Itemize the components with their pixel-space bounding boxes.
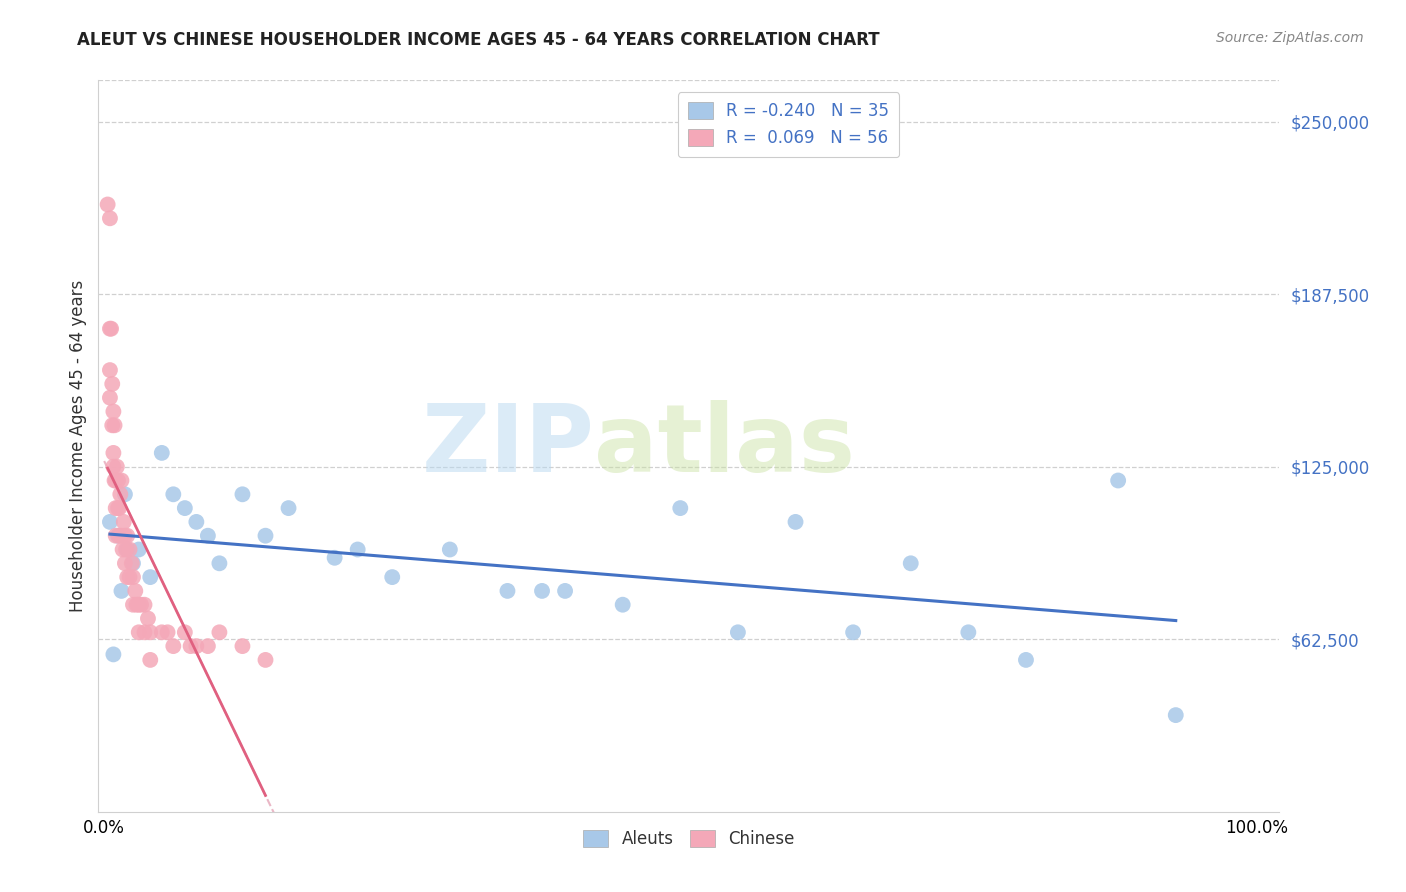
Point	[150, 446, 173, 460]
Legend: Aleuts, Chinese: Aleuts, Chinese	[576, 823, 801, 855]
Point	[173, 501, 195, 516]
Point	[115, 529, 138, 543]
Point	[122, 557, 145, 571]
Point	[104, 474, 127, 488]
Point	[115, 542, 138, 557]
Point	[118, 570, 141, 584]
Point	[197, 639, 219, 653]
Point	[669, 501, 692, 516]
Point	[439, 542, 461, 557]
Point	[104, 501, 127, 516]
Point	[231, 639, 253, 653]
Point	[186, 515, 208, 529]
Point	[107, 474, 129, 488]
Point	[115, 570, 138, 584]
Point	[785, 515, 807, 529]
Point	[98, 515, 121, 529]
Point	[103, 404, 125, 418]
Point	[114, 557, 136, 571]
Point	[107, 529, 129, 543]
Point	[162, 639, 184, 653]
Point	[186, 639, 208, 653]
Point	[103, 648, 125, 662]
Point	[110, 529, 132, 543]
Point	[107, 501, 129, 516]
Point	[103, 474, 125, 488]
Point	[110, 474, 132, 488]
Text: ALEUT VS CHINESE HOUSEHOLDER INCOME AGES 45 - 64 YEARS CORRELATION CHART: ALEUT VS CHINESE HOUSEHOLDER INCOME AGES…	[77, 31, 880, 49]
Point	[122, 570, 145, 584]
Point	[254, 529, 277, 543]
Point	[496, 583, 519, 598]
Point	[112, 515, 135, 529]
Point	[128, 598, 150, 612]
Point	[105, 459, 128, 474]
Point	[122, 598, 145, 612]
Point	[136, 611, 159, 625]
Point	[104, 529, 127, 543]
Point	[100, 321, 122, 335]
Point	[197, 529, 219, 543]
Point	[134, 625, 156, 640]
Point	[180, 639, 202, 653]
Point	[1107, 474, 1129, 488]
Point	[108, 501, 131, 516]
Point	[139, 653, 162, 667]
Point	[208, 625, 231, 640]
Point	[128, 625, 150, 640]
Point	[900, 557, 922, 571]
Point	[277, 501, 299, 516]
Point	[125, 598, 148, 612]
Point	[381, 570, 404, 584]
Point	[103, 459, 125, 474]
Point	[323, 550, 346, 565]
Point	[150, 625, 173, 640]
Point	[531, 583, 554, 598]
Text: Source: ZipAtlas.com: Source: ZipAtlas.com	[1216, 31, 1364, 45]
Point	[1015, 653, 1038, 667]
Point	[110, 583, 132, 598]
Point	[103, 446, 125, 460]
Point	[101, 376, 124, 391]
Point	[139, 625, 162, 640]
Point	[98, 211, 121, 226]
Point	[121, 557, 143, 571]
Point	[957, 625, 980, 640]
Point	[139, 570, 162, 584]
Point	[842, 625, 865, 640]
Point	[254, 653, 277, 667]
Point	[114, 487, 136, 501]
Y-axis label: Householder Income Ages 45 - 64 years: Householder Income Ages 45 - 64 years	[69, 280, 87, 612]
Point	[162, 487, 184, 501]
Point	[111, 542, 134, 557]
Point	[554, 583, 576, 598]
Point	[124, 583, 146, 598]
Text: ZIP: ZIP	[422, 400, 595, 492]
Point	[101, 418, 124, 433]
Point	[231, 487, 253, 501]
Point	[727, 625, 749, 640]
Point	[103, 418, 125, 433]
Point	[134, 598, 156, 612]
Point	[346, 542, 368, 557]
Point	[115, 542, 138, 557]
Point	[128, 542, 150, 557]
Point	[110, 487, 132, 501]
Point	[156, 625, 179, 640]
Point	[108, 529, 131, 543]
Point	[98, 321, 121, 335]
Point	[208, 557, 231, 571]
Point	[114, 529, 136, 543]
Point	[612, 598, 634, 612]
Point	[1164, 708, 1187, 723]
Point	[97, 197, 120, 211]
Point	[98, 363, 121, 377]
Point	[98, 391, 121, 405]
Point	[129, 598, 152, 612]
Point	[173, 625, 195, 640]
Point	[118, 542, 141, 557]
Text: atlas: atlas	[595, 400, 855, 492]
